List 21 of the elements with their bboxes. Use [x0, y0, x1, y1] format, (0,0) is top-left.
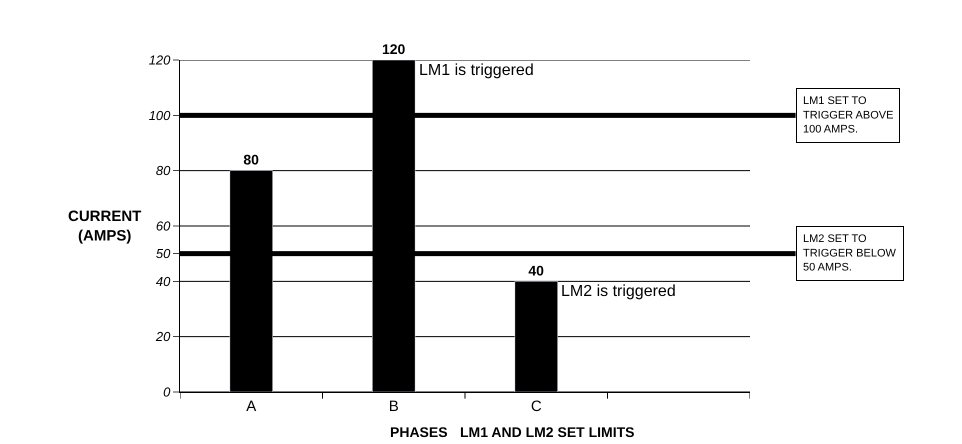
ref-line-label: LM1 SET TO TRIGGER ABOVE 100 AMPS. — [803, 95, 894, 136]
data-label: 40 — [528, 262, 544, 278]
data-label: 120 — [382, 41, 406, 57]
y-tick-label: 120 — [148, 52, 172, 68]
annotation: LM1 is triggered — [419, 62, 534, 79]
y-tick-label: 60 — [156, 218, 172, 234]
x-tick-label: A — [246, 398, 256, 415]
y-tick-label: 20 — [154, 329, 172, 344]
y-tick-label: 80 — [156, 163, 172, 178]
text: LM1 AND LM2 SET LIMITS — [460, 424, 634, 440]
y-tick-label: 50 — [156, 246, 172, 262]
annotation: LM2 is triggered — [561, 283, 676, 300]
x-tick-label: B — [388, 398, 399, 415]
data-label: 80 — [243, 152, 260, 168]
y-tick-label: 0 — [163, 384, 172, 400]
y-axis-title: CURRENT (AMPS) — [68, 208, 142, 244]
y-tick-label: 40 — [156, 274, 172, 289]
y-tick-label: 100 — [148, 108, 172, 123]
ref-line-label: LM2 SET TO TRIGGER BELOW 50 AMPS. — [803, 233, 897, 274]
x-tick-label: C — [530, 398, 542, 415]
x-axis-title: PHASES — [390, 424, 448, 440]
